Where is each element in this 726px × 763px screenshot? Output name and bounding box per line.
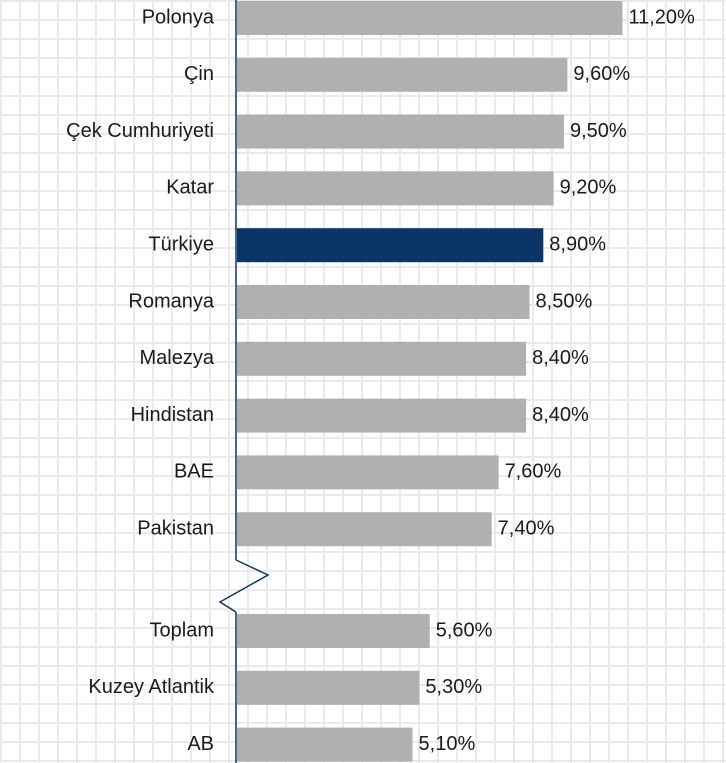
bar — [237, 57, 568, 92]
value-label: 7,60% — [505, 461, 562, 483]
value-label: 8,90% — [549, 233, 606, 255]
bar — [237, 341, 527, 376]
bar — [237, 614, 430, 648]
category-label: Hindistan — [131, 404, 214, 426]
category-label: Polonya — [142, 6, 215, 28]
category-label: Malezya — [140, 347, 215, 369]
category-label: AB — [187, 733, 214, 755]
category-label: BAE — [174, 461, 214, 483]
value-label: 7,40% — [498, 517, 555, 539]
bar — [237, 512, 492, 547]
category-label: Toplam — [150, 619, 214, 641]
value-label: 5,10% — [419, 733, 476, 755]
value-label: 9,50% — [570, 120, 627, 142]
category-label: Katar — [166, 177, 214, 199]
value-label: 8,40% — [532, 404, 589, 426]
value-label: 5,60% — [436, 619, 493, 641]
bar — [237, 1, 623, 35]
bar — [237, 455, 499, 490]
category-label: Çin — [184, 63, 214, 85]
bar — [237, 171, 554, 206]
bar — [237, 228, 544, 263]
category-label: Çek Cumhuriyeti — [66, 120, 214, 142]
bar — [237, 285, 530, 319]
axis-break — [218, 559, 270, 613]
category-label: Romanya — [128, 290, 214, 312]
value-label: 8,50% — [536, 290, 593, 312]
value-label: 9,60% — [573, 63, 630, 85]
category-label: Pakistan — [137, 517, 214, 539]
bar — [237, 670, 420, 705]
bar — [237, 727, 413, 762]
bar — [237, 398, 527, 433]
category-label: Türkiye — [148, 233, 214, 255]
category-label: Kuzey Atlantik — [88, 676, 215, 698]
value-label: 9,20% — [560, 177, 617, 199]
value-label: 11,20% — [628, 6, 695, 28]
value-label: 5,30% — [425, 676, 482, 698]
bar — [237, 114, 564, 149]
value-label: 8,40% — [532, 347, 589, 369]
